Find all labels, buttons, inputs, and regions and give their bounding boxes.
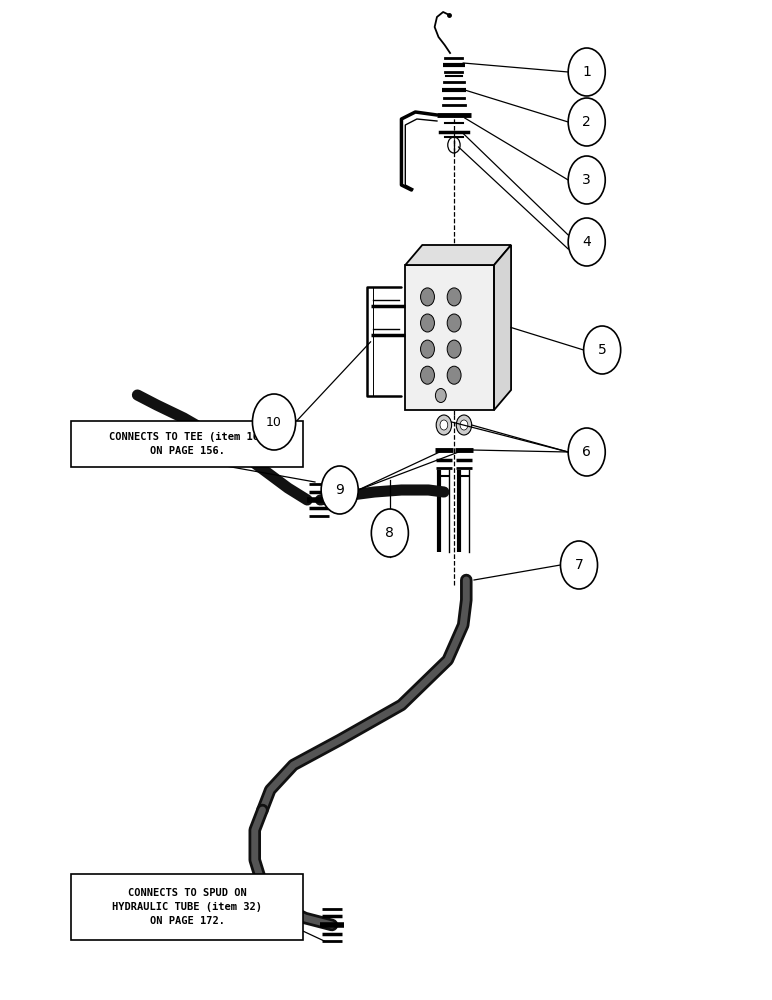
Text: 1: 1: [582, 65, 591, 79]
Text: 7: 7: [574, 558, 584, 572]
Text: 6: 6: [582, 445, 591, 459]
Circle shape: [447, 366, 461, 384]
Circle shape: [568, 48, 605, 96]
Polygon shape: [405, 245, 511, 265]
Text: 3: 3: [582, 173, 591, 187]
Circle shape: [447, 340, 461, 358]
Circle shape: [568, 428, 605, 476]
Text: 4: 4: [582, 235, 591, 249]
Circle shape: [568, 156, 605, 204]
Circle shape: [421, 340, 435, 358]
Text: 2: 2: [582, 115, 591, 129]
Circle shape: [252, 394, 296, 450]
Text: 10: 10: [266, 416, 282, 428]
FancyBboxPatch shape: [71, 421, 303, 467]
Circle shape: [421, 366, 435, 384]
Text: 5: 5: [598, 343, 607, 357]
Circle shape: [436, 415, 452, 435]
Circle shape: [447, 288, 461, 306]
Text: CONNECTS TO SPUD ON
HYDRAULIC TUBE (item 32)
ON PAGE 172.: CONNECTS TO SPUD ON HYDRAULIC TUBE (item…: [112, 888, 262, 926]
Text: 9: 9: [335, 483, 344, 497]
Circle shape: [371, 509, 408, 557]
Circle shape: [456, 415, 472, 435]
Circle shape: [435, 388, 446, 403]
Circle shape: [321, 466, 358, 514]
Circle shape: [447, 314, 461, 332]
Circle shape: [568, 218, 605, 266]
Circle shape: [584, 326, 621, 374]
Text: 8: 8: [385, 526, 394, 540]
Circle shape: [440, 420, 448, 430]
Polygon shape: [494, 245, 511, 410]
Circle shape: [460, 420, 468, 430]
Circle shape: [560, 541, 598, 589]
Text: CONNECTS TO TEE (item 16)
ON PAGE 156.: CONNECTS TO TEE (item 16) ON PAGE 156.: [109, 432, 266, 456]
Circle shape: [568, 98, 605, 146]
Polygon shape: [405, 265, 494, 410]
FancyBboxPatch shape: [71, 874, 303, 940]
Circle shape: [421, 314, 435, 332]
Circle shape: [421, 288, 435, 306]
